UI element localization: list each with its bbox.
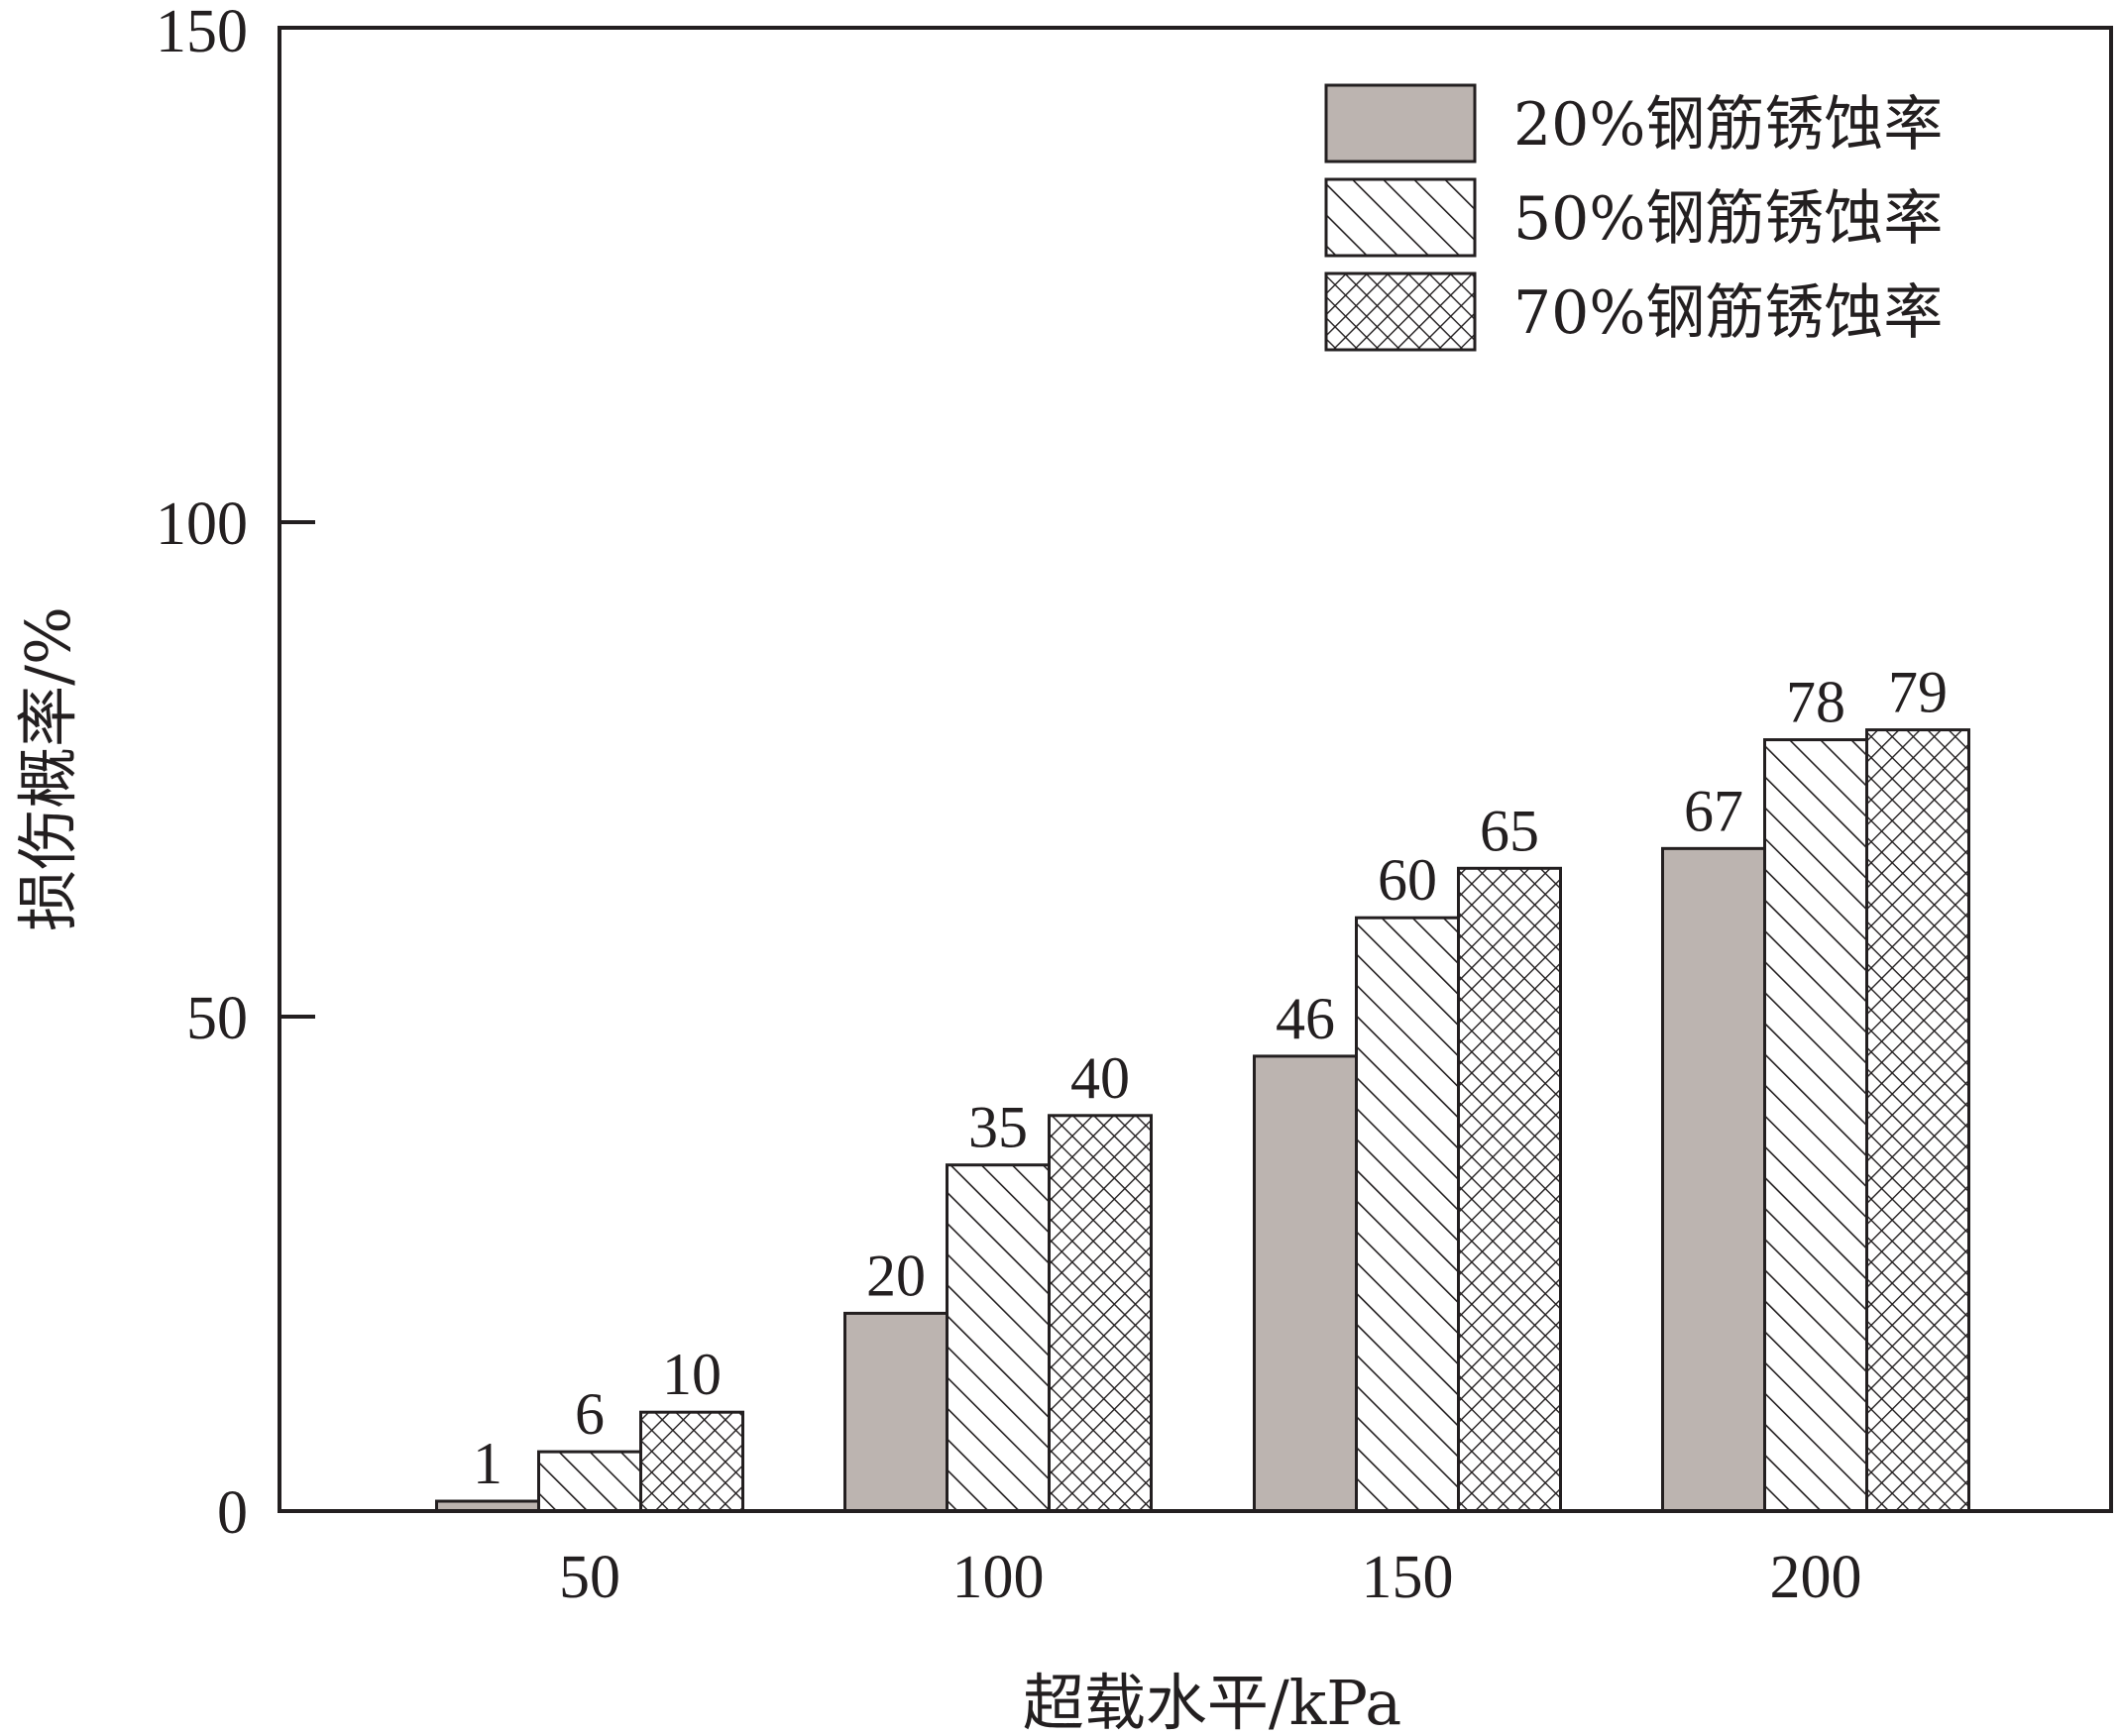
y-axis: 0 50 100 150 [156,0,315,1547]
bar-s2-200 [1763,738,1868,1513]
data-label-s2-150: 60 [1378,847,1437,913]
x-axis-title: 超载水平/kPa [1023,1667,1401,1736]
plot-frame [278,26,2113,1513]
legend-swatch-2 [1324,177,1477,258]
legend-swatch-3 [1324,271,1477,352]
y-axis-title: 损伤概率/% [12,606,84,931]
legend: 20%钢筋锈蚀率 50%钢筋锈蚀率 70%钢筋锈蚀率 [1324,83,1943,352]
bar-s1-200 [1661,846,1766,1513]
bar-s3-50 [639,1410,744,1513]
data-label-s2-100: 35 [968,1095,1028,1160]
data-label-s3-50: 10 [662,1342,722,1407]
x-tick-label-150: 150 [1362,1544,1454,1611]
legend-label-1: 20%钢筋锈蚀率 [1513,90,1943,160]
bar-s2-50 [537,1450,642,1513]
y-tick-label-0: 0 [217,1479,248,1547]
legend-swatch-1 [1324,83,1477,163]
bar-s3-150 [1457,866,1562,1513]
x-tick-label-50: 50 [559,1544,620,1611]
y-tick-label-100: 100 [156,490,248,558]
bar-s3-200 [1865,728,1970,1513]
legend-label-2: 50%钢筋锈蚀率 [1513,184,1943,254]
data-label-s1-150: 46 [1276,986,1335,1051]
bar-s1-150 [1253,1054,1358,1513]
data-label-s3-100: 40 [1070,1045,1130,1111]
y-tick-label-50: 50 [186,985,248,1052]
bar-s1-100 [843,1311,948,1513]
data-labels-layer: 1 20 46 67 6 35 60 78 10 40 65 79 [473,660,1948,1496]
data-label-s2-200: 78 [1786,670,1845,735]
bars-layer [435,728,1970,1513]
x-tick-label-200: 200 [1770,1544,1862,1611]
bar-s2-100 [946,1163,1051,1513]
data-label-s1-100: 20 [866,1243,926,1308]
bar-s3-100 [1048,1114,1153,1513]
data-label-s1-50: 1 [473,1431,502,1496]
y-tick-label-150: 150 [156,0,248,65]
x-tick-label-100: 100 [952,1544,1045,1611]
data-label-s3-150: 65 [1480,798,1539,863]
bar-s2-150 [1355,916,1460,1513]
data-label-s3-200: 79 [1888,660,1948,725]
x-axis: 50 100 150 200 [559,1544,1862,1611]
data-label-s2-50: 6 [575,1381,605,1447]
legend-label-3: 70%钢筋锈蚀率 [1513,278,1943,348]
data-label-s1-200: 67 [1684,778,1743,843]
